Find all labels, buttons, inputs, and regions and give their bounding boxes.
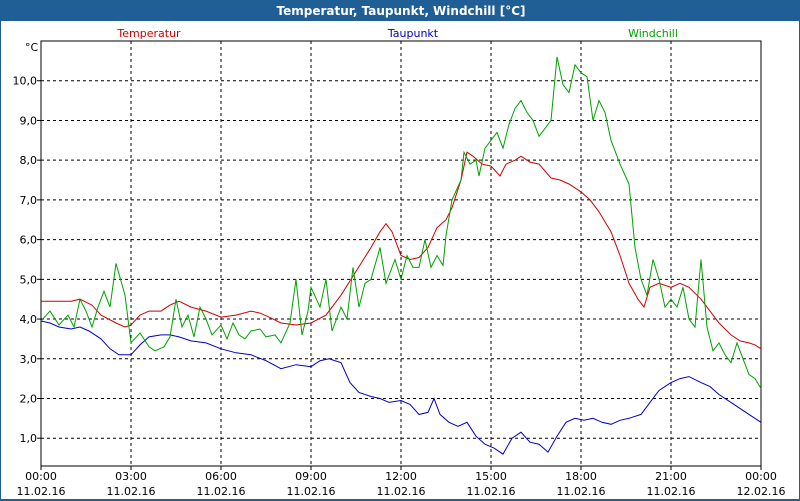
y-tick-label: 9,0	[20, 114, 38, 127]
y-tick-label: 7,0	[20, 194, 38, 207]
x-tick-time-label: 21:00	[655, 470, 687, 483]
x-tick-date-label: 11.02.16	[557, 485, 606, 498]
series-line-taupunkt	[40, 320, 762, 455]
x-tick-time-label: 09:00	[295, 470, 327, 483]
x-tick-date-label: 11.02.16	[197, 485, 246, 498]
legend-entry: Taupunkt	[387, 27, 439, 40]
x-tick-time-label: 00:00	[745, 470, 777, 483]
y-unit-label: °C	[25, 41, 39, 54]
series-line-temperatur	[41, 151, 762, 350]
x-tick-date-label: 11.02.16	[17, 485, 66, 498]
x-tick-date-label: 11.02.16	[287, 485, 336, 498]
x-tick-time-label: 15:00	[475, 470, 507, 483]
x-axis: 00:00 11.02.16 03:00 11.02.16 06:00 11.02.16 0…	[17, 466, 786, 498]
y-tick-label: 1,0	[20, 432, 38, 445]
x-tick-time-label: 03:00	[115, 470, 147, 483]
x-tick-date-label: 12.02.16	[737, 485, 786, 498]
y-tick-label: 10,0	[13, 75, 38, 88]
x-tick-time-label: 06:00	[205, 470, 237, 483]
y-tick-label: 5,0	[20, 273, 38, 286]
y-tick-label: 4,0	[20, 313, 38, 326]
y-tick-label: 6,0	[20, 234, 38, 247]
window-title: Temperatur, Taupunkt, Windchill [°C]	[1, 1, 800, 21]
x-tick-time-label: 12:00	[385, 470, 417, 483]
x-tick-date-label: 11.02.16	[107, 485, 156, 498]
y-tick-label: 8,0	[20, 154, 38, 167]
legend-entry: Windchill	[628, 27, 678, 40]
y-tick-label: 2,0	[20, 392, 38, 405]
y-axis: °C 1,0 2,0 3,0 4,0 5,0 6,0 7,0 8,0 9,0 10,0	[13, 41, 41, 445]
x-tick-date-label: 11.02.16	[467, 485, 516, 498]
y-tick-label: 3,0	[20, 353, 38, 366]
x-tick-time-label: 18:00	[565, 470, 597, 483]
legend: Temperatur Taupunkt Windchill	[116, 27, 678, 40]
x-tick-date-label: 11.02.16	[647, 485, 696, 498]
x-tick-time-label: 00:00	[25, 470, 57, 483]
series-line-windchill	[40, 56, 762, 389]
legend-entry: Temperatur	[116, 27, 181, 40]
x-tick-date-label: 11.02.16	[377, 485, 426, 498]
series-lines	[40, 56, 762, 455]
